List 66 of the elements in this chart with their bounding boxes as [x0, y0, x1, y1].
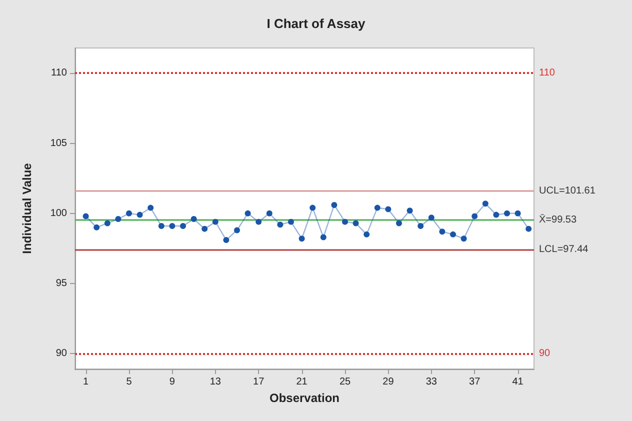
point	[526, 226, 532, 232]
point	[352, 220, 359, 226]
point	[396, 220, 402, 226]
point	[298, 236, 305, 242]
point	[94, 224, 100, 230]
point	[385, 206, 392, 212]
y-tick-label: 95	[56, 278, 68, 289]
point	[514, 210, 521, 216]
point	[374, 204, 380, 211]
point	[136, 212, 143, 218]
ref-line-label: 90	[539, 348, 551, 360]
x-tick-label: 25	[339, 376, 351, 388]
point	[244, 210, 251, 216]
point	[406, 208, 413, 214]
ref-line-label: LCL=97.44	[539, 244, 589, 255]
y-tick-label: 110	[51, 68, 68, 79]
x-tick-label: 41	[512, 376, 524, 388]
point	[234, 227, 240, 234]
x-tick-label: 5	[126, 376, 132, 388]
point	[310, 204, 316, 211]
x-tick-label: 13	[210, 376, 222, 388]
y-tick-label: 100	[50, 208, 68, 219]
point	[288, 218, 294, 225]
point	[158, 223, 164, 230]
point	[148, 204, 154, 211]
point	[342, 218, 348, 225]
point	[180, 223, 186, 230]
y-tick-label: 90	[56, 348, 68, 360]
point	[472, 213, 478, 220]
ref-line-label: 110	[539, 68, 556, 79]
ref-line-label: UCL=101.61	[539, 185, 596, 196]
point	[104, 220, 110, 226]
point	[493, 212, 500, 218]
point	[82, 213, 89, 220]
point	[320, 234, 326, 240]
x-axis-title: Observation	[269, 390, 340, 405]
x-tick-label: 29	[382, 376, 394, 388]
point	[331, 202, 338, 208]
point	[277, 222, 284, 228]
point	[266, 210, 272, 216]
y-axis-title: Individual Value	[20, 162, 34, 254]
point	[169, 223, 176, 230]
point	[428, 214, 434, 221]
chart-title: I Chart of Assay	[266, 16, 366, 31]
point	[202, 226, 208, 232]
point	[482, 200, 488, 207]
point	[212, 218, 218, 225]
x-tick-label: 21	[296, 376, 308, 388]
point	[460, 236, 467, 242]
point	[364, 231, 370, 238]
point	[115, 216, 122, 222]
point	[126, 210, 132, 216]
x-tick-label: 33	[426, 376, 438, 388]
point	[190, 216, 197, 222]
x-tick-label: 17	[253, 376, 265, 388]
x-tick-label: 1	[83, 376, 90, 388]
point	[504, 210, 510, 216]
x-tick-label: 37	[469, 376, 481, 388]
y-tick-label: 105	[50, 138, 68, 149]
point	[418, 223, 424, 230]
point	[439, 228, 446, 235]
x-tick-label: 9	[169, 376, 176, 388]
point	[450, 231, 456, 238]
ref-line-label: X̄=99.53	[539, 214, 577, 226]
point	[223, 237, 230, 244]
point	[256, 218, 262, 225]
